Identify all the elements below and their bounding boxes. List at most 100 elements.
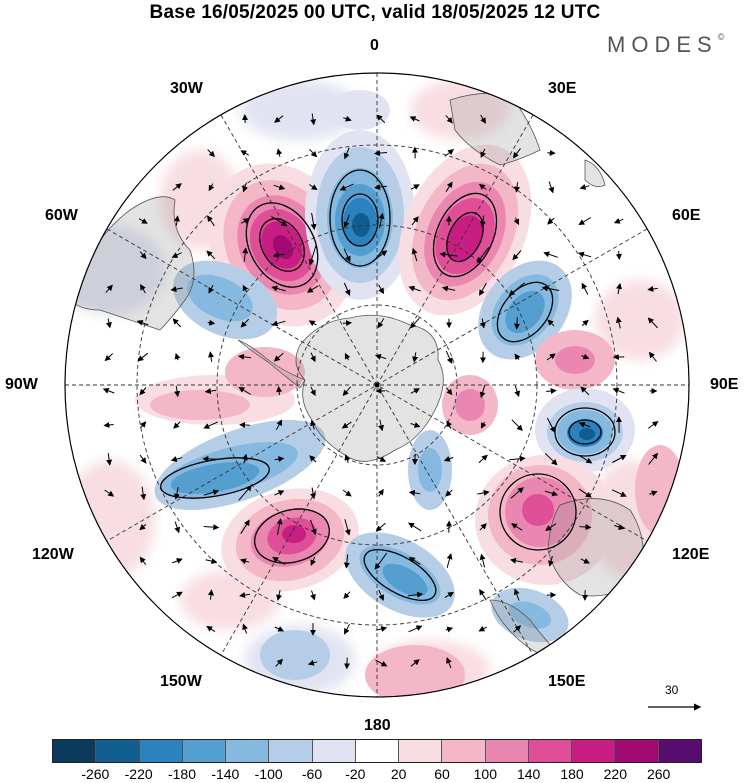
wind-vector (203, 489, 220, 496)
lon-label-120e: 120E (672, 546, 710, 563)
brand-name: MODES (607, 32, 718, 57)
wind-vector (307, 659, 318, 666)
wind-vector (477, 489, 490, 496)
wind-vector (272, 252, 285, 259)
wind-vector (378, 212, 385, 229)
wind-vector (445, 489, 453, 497)
wind-vector (310, 386, 316, 397)
wind-vector (612, 387, 625, 394)
wind-vector (173, 215, 180, 226)
wind-vector (140, 486, 147, 501)
wind-vector (410, 659, 420, 667)
wind-vector (208, 284, 214, 294)
negative-anomaly-w (173, 260, 277, 340)
wind-vector (546, 417, 556, 433)
wind-vector (508, 282, 525, 296)
lon-label-180: 180 (364, 717, 391, 734)
colorbar-tick-label: -180 (167, 766, 197, 782)
colorbar-tick-label: 140 (516, 766, 541, 782)
wind-vector (238, 386, 251, 395)
wind-vector (240, 558, 250, 565)
wind-vector (514, 353, 521, 361)
colorbar-cell (312, 740, 356, 762)
wind-vector (104, 353, 114, 362)
wind-vector (137, 352, 149, 362)
wind-vector (173, 487, 180, 500)
wind-vector (242, 623, 248, 634)
wind-vector (511, 523, 523, 531)
wind-vector (271, 216, 288, 226)
wind-vector (514, 182, 520, 193)
wind-vector (342, 489, 352, 497)
wind-vector (480, 421, 487, 429)
colorbar-cell (572, 740, 616, 762)
colorbar-tick-label: 20 (390, 766, 407, 782)
wind-vector (446, 553, 453, 569)
lon-label-60w: 60W (45, 207, 78, 224)
wind-vector (105, 318, 112, 329)
wind-vector (512, 250, 522, 261)
wind-vector (274, 626, 285, 632)
wind-vector (204, 388, 217, 395)
wind-vector (478, 625, 487, 632)
colorbar-cell (96, 740, 140, 762)
wind-vector (509, 455, 526, 462)
wind-vector (408, 625, 423, 633)
wind-vector (170, 286, 183, 293)
lon-label-30e: 30E (548, 80, 577, 97)
wind-vector (478, 454, 488, 464)
wind-vector (174, 385, 181, 398)
colorbar-cell (615, 740, 659, 762)
wind-vector (408, 557, 421, 565)
wind-vector (203, 524, 220, 531)
wind-vector (105, 284, 113, 293)
wind-vector (339, 183, 354, 191)
colorbar-cell (658, 740, 701, 762)
wind-vector (378, 284, 385, 295)
wind-vector (374, 552, 388, 570)
wind-vector (238, 353, 252, 360)
colorbar-cell (485, 740, 529, 762)
wind-vector (274, 490, 285, 496)
wind-vector (480, 114, 486, 124)
wind-vector (581, 282, 589, 295)
wind-vector (479, 282, 487, 296)
wind-vector (648, 452, 659, 465)
wind-vector (103, 421, 114, 428)
wind-vector (239, 592, 250, 598)
wind-vector (308, 245, 317, 266)
lon-label-30w: 30W (170, 80, 203, 97)
wind-vector (578, 454, 593, 464)
wind-vector (170, 456, 183, 462)
wind-vector (139, 524, 147, 531)
wind-vector (479, 318, 486, 329)
wind-vector (207, 319, 216, 326)
wind-vector (445, 181, 453, 192)
lon-label-150e: 150E (548, 673, 586, 690)
wind-vector (241, 218, 250, 224)
wind-vector (276, 518, 283, 535)
wind-vector (207, 215, 215, 227)
wind-vector (205, 558, 218, 565)
wind-vector (171, 252, 182, 258)
wind-vector (308, 320, 317, 327)
wind-vector (581, 353, 590, 360)
wind-vector (272, 556, 286, 565)
wind-vector (648, 421, 659, 429)
wind-vector (479, 553, 486, 568)
wind-vector (443, 456, 454, 462)
wind-vector (238, 484, 252, 501)
wind-vector (375, 626, 388, 632)
colorbar-cell (139, 740, 183, 762)
wind-vector (309, 455, 317, 463)
colorbar-cell (442, 740, 486, 762)
colorbar-cell (53, 740, 97, 762)
wind-vector (273, 352, 284, 362)
wind-vector (242, 284, 249, 293)
wind-vector (310, 556, 316, 566)
wind-vector (271, 285, 286, 292)
wind-vector (344, 519, 351, 536)
wind-vector (615, 250, 622, 260)
wind-vector (102, 387, 115, 394)
